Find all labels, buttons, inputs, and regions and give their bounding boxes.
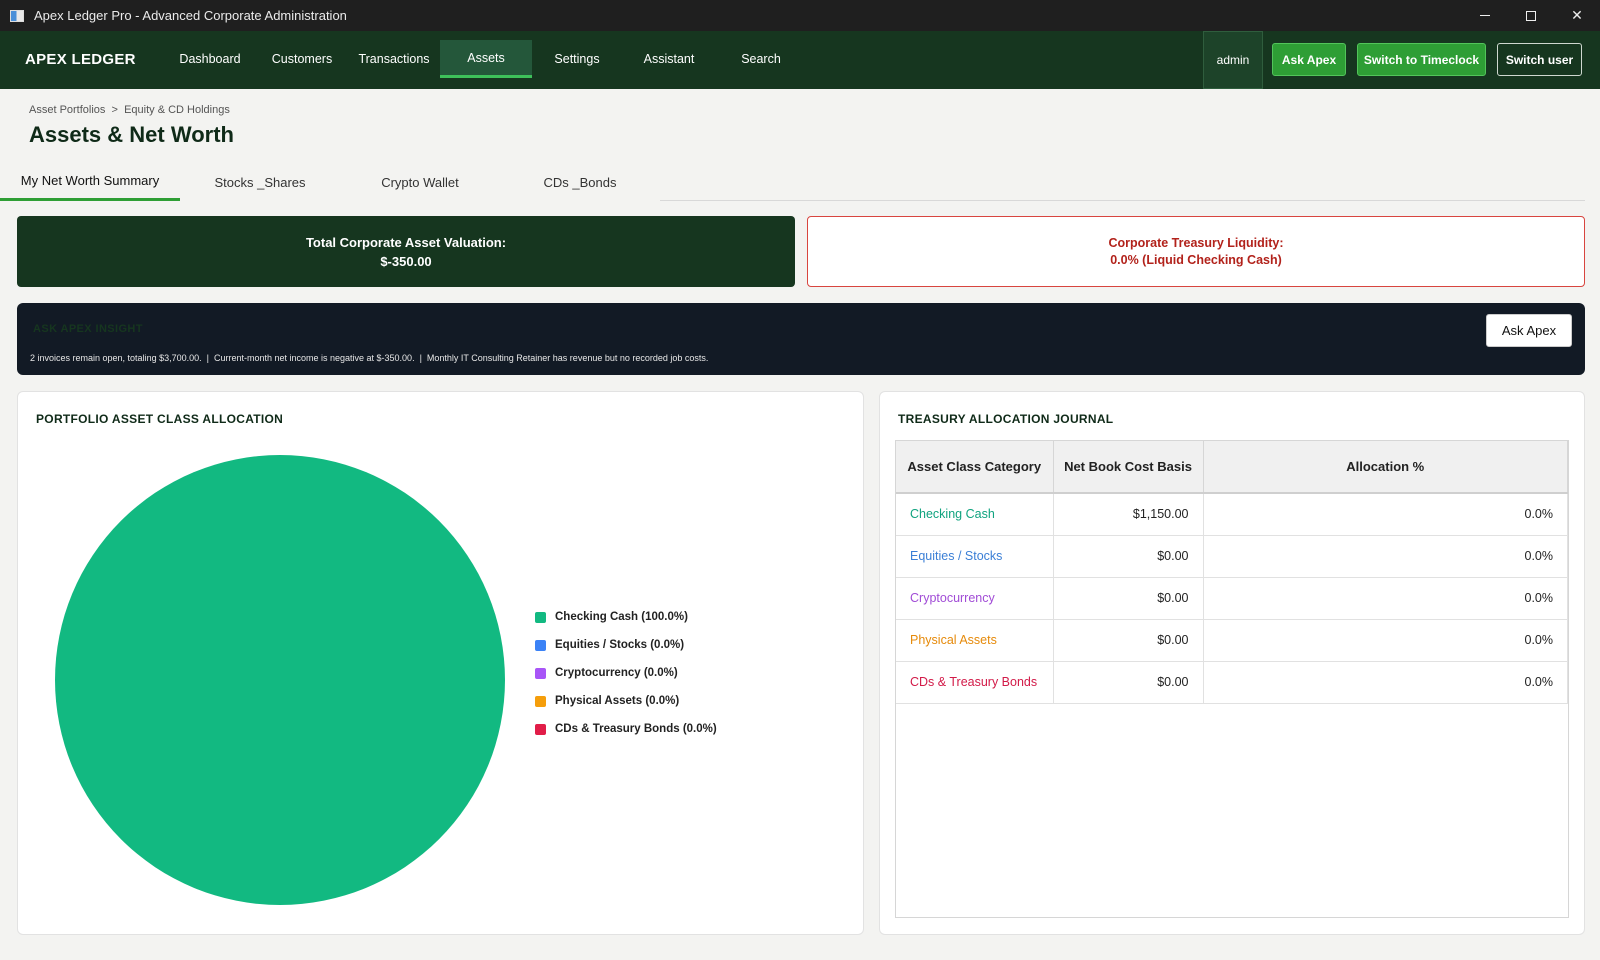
minimize-button[interactable] [1462, 0, 1508, 31]
legend-label: Physical Assets (0.0%) [555, 695, 680, 707]
nav-assets[interactable]: Assets [440, 40, 532, 78]
cell-allocation: 0.0% [1203, 661, 1568, 704]
table-row[interactable]: Physical Assets $0.00 0.0% [896, 619, 1568, 662]
legend-item-physical-assets[interactable]: Physical Assets (0.0%) [535, 693, 679, 709]
insight-text: 2 invoices remain open, totaling $3,700.… [30, 353, 709, 363]
cell-category: Checking Cash [896, 493, 1054, 536]
maximize-button[interactable] [1508, 0, 1554, 31]
legend-swatch [535, 667, 546, 679]
cell-allocation: 0.0% [1203, 577, 1568, 620]
tab-cds-bonds[interactable]: CDs _Bonds [543, 174, 617, 190]
legend-swatch [535, 695, 546, 707]
allocation-pie-chart [55, 455, 505, 905]
table-header-row: Asset Class Category Net Book Cost Basis… [896, 441, 1568, 494]
legend-item-equities-stocks[interactable]: Equities / Stocks (0.0%) [535, 637, 684, 653]
window-titlebar: Apex Ledger Pro - Advanced Corporate Adm… [0, 0, 1600, 31]
legend-item-checking-cash[interactable]: Checking Cash (100.0%) [535, 609, 688, 625]
column-header-basis[interactable]: Net Book Cost Basis [1053, 441, 1204, 494]
allocation-panel-title: PORTFOLIO ASSET CLASS ALLOCATION [36, 412, 284, 426]
tab-crypto-wallet[interactable]: Crypto Wallet [381, 174, 459, 190]
cell-cost-basis: $1,150.00 [1053, 493, 1204, 536]
legend-item-cryptocurrency[interactable]: Cryptocurrency (0.0%) [535, 665, 678, 681]
nav-assistant[interactable]: Assistant [643, 52, 695, 66]
nav-customers[interactable]: Customers [271, 52, 333, 66]
brand-logo: APEX LEDGER [25, 51, 136, 68]
valuation-value: $-350.00 [380, 253, 432, 269]
journal-panel-title: TREASURY ALLOCATION JOURNAL [898, 412, 1114, 426]
allocation-journal-table: Asset Class Category Net Book Cost Basis… [895, 440, 1569, 918]
table-row[interactable]: Equities / Stocks $0.00 0.0% [896, 535, 1568, 578]
liquidity-label: Corporate Treasury Liquidity: [1108, 235, 1284, 250]
legend-label: Equities / Stocks (0.0%) [555, 639, 685, 651]
pie-slice-checking-cash [55, 455, 505, 905]
cell-cost-basis: $0.00 [1053, 661, 1204, 704]
cell-cost-basis: $0.00 [1053, 535, 1204, 578]
cell-category: Equities / Stocks [896, 535, 1054, 578]
legend-item-cds-treasury-bonds[interactable]: CDs & Treasury Bonds (0.0%) [535, 721, 717, 737]
cell-category: Cryptocurrency [896, 577, 1054, 620]
switch-user-button[interactable]: Switch user [1497, 43, 1582, 76]
page-title: Assets & Net Worth [29, 122, 234, 147]
window-controls: ✕ [1462, 0, 1600, 31]
cell-category: Physical Assets [896, 619, 1054, 662]
legend-label: Cryptocurrency (0.0%) [555, 667, 678, 679]
ask-apex-nav-button[interactable]: Ask Apex [1272, 43, 1346, 76]
valuation-label: Total Corporate Asset Valuation: [305, 234, 507, 250]
cell-cost-basis: $0.00 [1053, 619, 1204, 662]
tab-divider [660, 200, 1585, 201]
legend-label: CDs & Treasury Bonds (0.0%) [555, 723, 717, 735]
table-row[interactable]: Checking Cash $1,150.00 0.0% [896, 493, 1568, 536]
close-button[interactable]: ✕ [1554, 0, 1600, 31]
cell-allocation: 0.0% [1203, 619, 1568, 662]
treasury-liquidity-card: Corporate Treasury Liquidity: 0.0% (Liqu… [807, 216, 1585, 287]
table-row[interactable]: CDs & Treasury Bonds $0.00 0.0% [896, 661, 1568, 704]
nav-settings[interactable]: Settings [554, 52, 600, 66]
current-user[interactable]: admin [1203, 31, 1263, 89]
column-header-category[interactable]: Asset Class Category [896, 441, 1054, 494]
breadcrumb: Asset Portfolios > Equity & CD Holdings [29, 104, 230, 116]
app-icon [10, 9, 24, 22]
switch-timeclock-button[interactable]: Switch to Timeclock [1357, 43, 1486, 76]
minimize-icon [1480, 15, 1490, 16]
maximize-icon [1526, 10, 1536, 21]
nav-transactions[interactable]: Transactions [358, 52, 430, 66]
apex-insight-banner: ASK APEX INSIGHT 2 invoices remain open,… [17, 303, 1585, 375]
column-header-allocation[interactable]: Allocation % [1203, 441, 1568, 494]
top-navbar: APEX LEDGER Dashboard Customers Transact… [0, 31, 1600, 89]
tab-net-worth-summary[interactable]: My Net Worth Summary [0, 163, 180, 201]
table-row[interactable]: Cryptocurrency $0.00 0.0% [896, 577, 1568, 620]
legend-label: Checking Cash (100.0%) [555, 611, 688, 623]
cell-category: CDs & Treasury Bonds [896, 661, 1054, 704]
tab-stocks-shares[interactable]: Stocks _Shares [214, 174, 306, 190]
cell-allocation: 0.0% [1203, 535, 1568, 578]
liquidity-value: 0.0% (Liquid Checking Cash) [1110, 252, 1282, 267]
asset-valuation-card: Total Corporate Asset Valuation: $-350.0… [17, 216, 795, 287]
legend-swatch [535, 639, 546, 651]
legend-swatch [535, 723, 546, 735]
nav-dashboard[interactable]: Dashboard [179, 52, 241, 66]
cell-allocation: 0.0% [1203, 493, 1568, 536]
insight-title: ASK APEX INSIGHT [33, 323, 143, 335]
close-icon: ✕ [1571, 7, 1583, 23]
asset-tabs: My Net Worth Summary Stocks _Shares Cryp… [0, 163, 1600, 201]
window-title: Apex Ledger Pro - Advanced Corporate Adm… [34, 8, 347, 23]
ask-apex-insight-button[interactable]: Ask Apex [1486, 314, 1572, 347]
cell-cost-basis: $0.00 [1053, 577, 1204, 620]
nav-search[interactable]: Search [741, 52, 781, 66]
legend-swatch [535, 611, 546, 623]
